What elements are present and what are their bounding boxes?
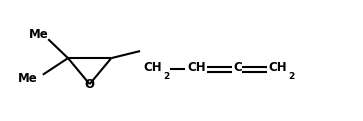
Text: Me: Me	[28, 28, 48, 41]
Text: 2: 2	[288, 72, 294, 81]
Text: CH: CH	[144, 61, 162, 74]
Text: O: O	[85, 78, 95, 91]
Text: Me: Me	[17, 72, 37, 85]
Text: CH: CH	[268, 61, 286, 74]
Text: CH: CH	[187, 61, 205, 74]
Text: C: C	[234, 61, 242, 74]
Text: 2: 2	[163, 72, 170, 81]
